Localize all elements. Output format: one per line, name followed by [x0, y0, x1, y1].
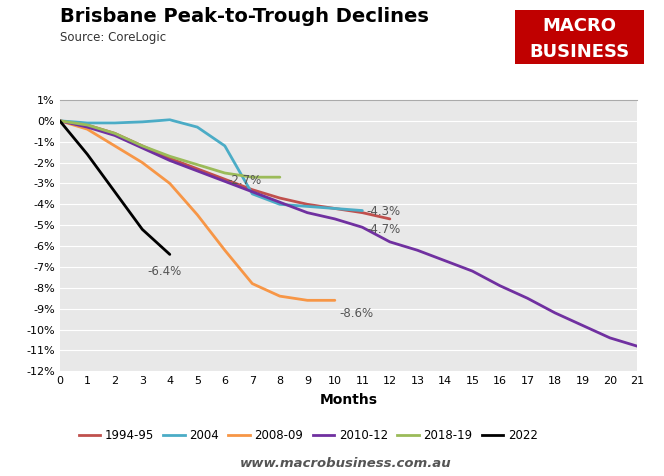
Text: -2.7%: -2.7% — [228, 174, 262, 187]
Text: -8.6%: -8.6% — [339, 307, 373, 319]
Text: -4.3%: -4.3% — [367, 205, 400, 218]
X-axis label: Months: Months — [319, 393, 378, 407]
Text: www.macrobusiness.com.au: www.macrobusiness.com.au — [240, 457, 451, 470]
Text: -10.8%: -10.8% — [0, 475, 1, 476]
Legend: 1994-95, 2004, 2008-09, 2010-12, 2018-19, 2022: 1994-95, 2004, 2008-09, 2010-12, 2018-19… — [74, 424, 542, 447]
Text: -4.7%: -4.7% — [367, 223, 401, 236]
Text: BUSINESS: BUSINESS — [529, 43, 629, 61]
Text: -6.4%: -6.4% — [148, 265, 182, 278]
Text: Source: CoreLogic: Source: CoreLogic — [60, 31, 166, 44]
Text: MACRO: MACRO — [542, 17, 616, 35]
Text: Brisbane Peak-to-Trough Declines: Brisbane Peak-to-Trough Declines — [60, 7, 429, 26]
